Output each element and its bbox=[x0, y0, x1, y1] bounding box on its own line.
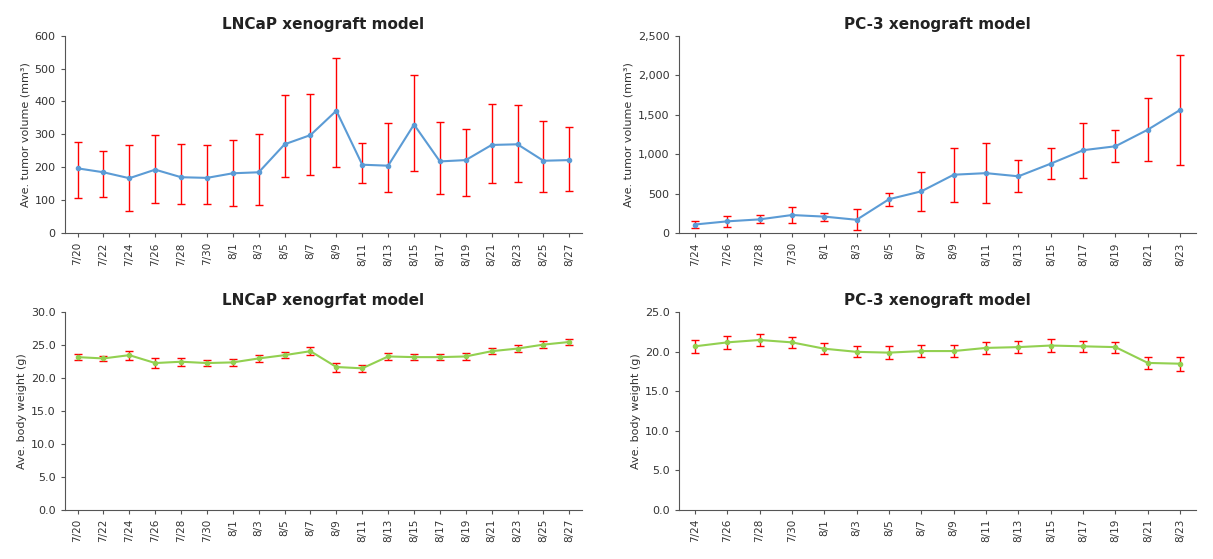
Title: PC-3 xenograft model: PC-3 xenograft model bbox=[844, 293, 1031, 309]
Y-axis label: Ave. tumor volume (mm³): Ave. tumor volume (mm³) bbox=[623, 62, 634, 207]
Y-axis label: Ave. body weight (g): Ave. body weight (g) bbox=[17, 353, 27, 469]
Title: PC-3 xenograft model: PC-3 xenograft model bbox=[844, 17, 1031, 32]
Y-axis label: Ave. body weight (g): Ave. body weight (g) bbox=[631, 353, 640, 469]
Y-axis label: Ave. tumor volume (mm³): Ave. tumor volume (mm³) bbox=[21, 62, 30, 207]
Title: LNCaP xenograft model: LNCaP xenograft model bbox=[222, 17, 425, 32]
Title: LNCaP xenogrfat model: LNCaP xenogrfat model bbox=[222, 293, 425, 309]
